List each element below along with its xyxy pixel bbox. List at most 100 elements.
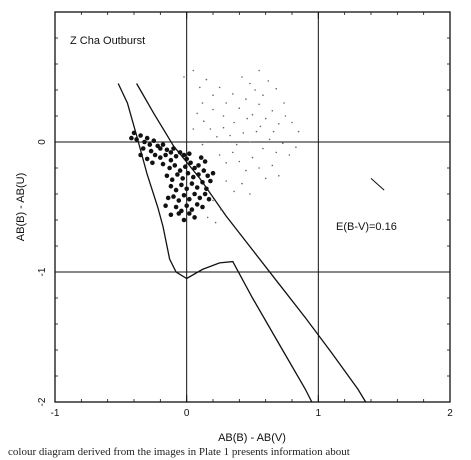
x-tick-label: -1 [51, 408, 60, 419]
data-point-large [144, 135, 150, 141]
data-point-large [158, 155, 163, 160]
data-point-large [138, 133, 143, 138]
data-point-small [212, 108, 214, 111]
x-tick-label: 1 [316, 408, 322, 419]
data-point-small [288, 154, 291, 156]
data-point-small [192, 69, 195, 72]
data-point-small [251, 113, 254, 116]
data-point-large [163, 203, 168, 208]
data-point-small [295, 146, 297, 148]
model-curve [136, 83, 367, 403]
data-point-small [278, 175, 280, 177]
model-curves [117, 83, 367, 403]
data-point-large [180, 176, 185, 181]
data-point-large [134, 137, 139, 142]
data-point-large [177, 150, 183, 155]
data-point-large [187, 151, 192, 156]
data-point-small [283, 102, 285, 104]
data-point-large [142, 139, 147, 145]
data-point-small [222, 115, 225, 117]
chart-title: Z Cha Outburst [70, 35, 145, 47]
data-point-small [225, 162, 227, 164]
data-point-large [191, 174, 196, 180]
data-point-small [241, 182, 243, 185]
data-point-small [272, 130, 275, 133]
data-points [129, 69, 300, 224]
data-point-small [249, 82, 251, 85]
data-point-large [185, 170, 191, 176]
data-point-small [209, 128, 212, 130]
data-point-large [184, 156, 189, 162]
data-point-small [216, 136, 218, 138]
data-point-small [212, 94, 214, 96]
y-tick-label: -2 [37, 397, 48, 406]
data-point-large [204, 186, 209, 192]
figure-caption: colour diagram derived from the images i… [8, 446, 350, 458]
data-point-large [176, 198, 182, 203]
y-tick-label: 0 [37, 139, 48, 145]
data-point-small [262, 147, 264, 150]
data-point-large [202, 191, 208, 197]
data-point-large [165, 195, 171, 201]
data-point-small [264, 117, 267, 120]
data-point-large [173, 204, 179, 210]
data-point-small [245, 169, 247, 172]
data-point-large [205, 173, 210, 179]
data-point-large [181, 217, 187, 223]
x-axis-label: AB(B) - AB(V) [218, 432, 286, 444]
data-point-small [199, 86, 201, 89]
data-point-large [138, 152, 143, 158]
data-point-large [151, 138, 157, 143]
data-point-small [225, 102, 227, 104]
data-point-small [254, 89, 256, 91]
data-point-large [189, 207, 195, 212]
data-point-large [177, 168, 183, 173]
data-point-small [275, 87, 278, 90]
data-point-small [225, 180, 227, 182]
data-point-large [131, 130, 137, 136]
color-color-chart: -1 0 1 2 0-1-2 Z Cha Outburst E(B-V)=0.16 A… [15, 11, 454, 444]
data-point-small [258, 167, 260, 169]
data-point-large [164, 147, 170, 153]
data-point-small [278, 123, 280, 125]
data-point-large [171, 146, 176, 151]
data-point-small [258, 103, 260, 106]
annotation-reddening: E(B-V)=0.16 [336, 221, 397, 233]
data-point-large [168, 150, 174, 155]
data-point-small [251, 156, 254, 159]
data-point-large [168, 183, 174, 189]
data-point-large [200, 180, 205, 185]
data-point-small [232, 151, 234, 154]
data-point-small [282, 142, 284, 145]
x-tick-label: 2 [447, 408, 453, 419]
data-point-small [218, 154, 221, 156]
y-axis-label: AB(B) - AB(U) [15, 173, 27, 241]
data-point-large [152, 152, 158, 158]
data-point-small [196, 112, 198, 115]
data-point-small [232, 93, 234, 95]
data-point-large [197, 195, 203, 201]
data-point-large [169, 177, 175, 182]
y-tick-labels: 0 -1 -2 [37, 139, 48, 407]
data-point-large [147, 142, 153, 147]
data-point-large [171, 194, 176, 199]
data-point-small [205, 78, 208, 81]
data-point-large [201, 168, 207, 173]
data-point-small [206, 216, 209, 219]
data-point-large [173, 154, 179, 159]
data-point-small [291, 121, 293, 124]
data-point-small [229, 134, 231, 137]
data-point-large [194, 185, 200, 190]
data-point-small [214, 221, 217, 224]
data-point-small [249, 193, 251, 195]
reference-lines [55, 12, 450, 402]
data-point-small [233, 190, 235, 193]
x-tick-labels: -1 0 1 2 [51, 408, 454, 419]
data-point-large [198, 155, 204, 160]
data-point-large [175, 172, 180, 177]
data-point-small [238, 107, 241, 109]
data-point-small [203, 120, 205, 122]
reddening-vector-line [370, 178, 385, 191]
data-point-small [233, 121, 235, 124]
data-point-large [202, 159, 208, 164]
